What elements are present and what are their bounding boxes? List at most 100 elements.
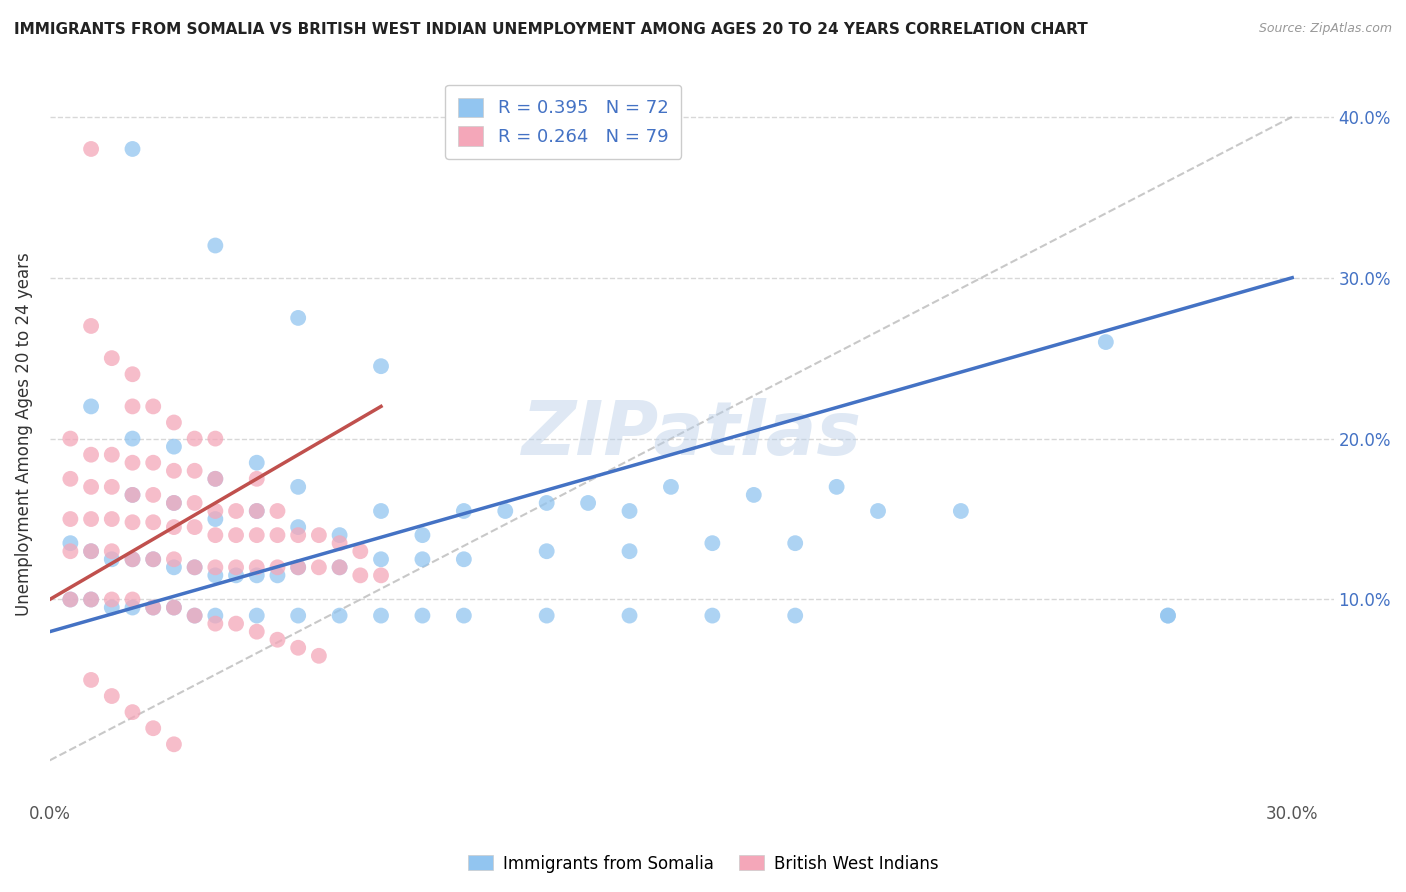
Point xyxy=(142,456,165,470)
Point xyxy=(370,552,392,566)
Point xyxy=(702,536,724,550)
Point xyxy=(266,504,288,518)
Point xyxy=(287,560,309,574)
Point xyxy=(329,560,352,574)
Point xyxy=(121,456,143,470)
Point xyxy=(370,568,392,582)
Point xyxy=(163,416,186,430)
Point xyxy=(163,520,186,534)
Point xyxy=(785,536,807,550)
Point xyxy=(329,608,352,623)
Point xyxy=(183,496,205,510)
Point xyxy=(163,496,186,510)
Point xyxy=(453,552,475,566)
Point xyxy=(349,544,371,558)
Point xyxy=(59,592,82,607)
Text: IMMIGRANTS FROM SOMALIA VS BRITISH WEST INDIAN UNEMPLOYMENT AMONG AGES 20 TO 24 : IMMIGRANTS FROM SOMALIA VS BRITISH WEST … xyxy=(14,22,1088,37)
Text: Source: ZipAtlas.com: Source: ZipAtlas.com xyxy=(1258,22,1392,36)
Point xyxy=(183,520,205,534)
Point xyxy=(183,560,205,574)
Point xyxy=(163,600,186,615)
Point xyxy=(1157,608,1180,623)
Point xyxy=(163,552,186,566)
Point xyxy=(121,488,143,502)
Point xyxy=(266,632,288,647)
Text: ZIPatlas: ZIPatlas xyxy=(522,398,862,471)
Point xyxy=(225,528,247,542)
Point xyxy=(411,608,433,623)
Point xyxy=(1095,334,1118,349)
Point xyxy=(80,673,103,687)
Point xyxy=(702,608,724,623)
Point xyxy=(163,560,186,574)
Point xyxy=(142,552,165,566)
Point xyxy=(80,544,103,558)
Point xyxy=(411,528,433,542)
Point xyxy=(121,400,143,414)
Point xyxy=(204,472,226,486)
Point xyxy=(80,318,103,333)
Point xyxy=(204,568,226,582)
Point xyxy=(101,448,124,462)
Point xyxy=(785,608,807,623)
Point xyxy=(246,560,269,574)
Point xyxy=(204,608,226,623)
Y-axis label: Unemployment Among Ages 20 to 24 years: Unemployment Among Ages 20 to 24 years xyxy=(15,252,32,616)
Point xyxy=(370,504,392,518)
Point xyxy=(349,568,371,582)
Point xyxy=(121,488,143,502)
Point xyxy=(101,480,124,494)
Point xyxy=(101,689,124,703)
Point xyxy=(825,480,848,494)
Point xyxy=(329,536,352,550)
Point xyxy=(163,600,186,615)
Point xyxy=(266,560,288,574)
Point xyxy=(287,640,309,655)
Point xyxy=(536,608,558,623)
Point xyxy=(453,608,475,623)
Point xyxy=(59,544,82,558)
Point xyxy=(329,528,352,542)
Point xyxy=(308,648,330,663)
Point xyxy=(266,528,288,542)
Point xyxy=(536,496,558,510)
Point xyxy=(308,560,330,574)
Point xyxy=(329,560,352,574)
Point xyxy=(59,472,82,486)
Point xyxy=(183,608,205,623)
Point xyxy=(536,544,558,558)
Point xyxy=(121,600,143,615)
Point xyxy=(246,568,269,582)
Point xyxy=(742,488,765,502)
Point xyxy=(225,616,247,631)
Point xyxy=(101,592,124,607)
Point xyxy=(866,504,889,518)
Point xyxy=(246,608,269,623)
Point xyxy=(370,359,392,374)
Point xyxy=(204,616,226,631)
Point xyxy=(619,608,641,623)
Point xyxy=(80,400,103,414)
Point xyxy=(183,464,205,478)
Point xyxy=(142,515,165,529)
Point xyxy=(80,448,103,462)
Point xyxy=(287,520,309,534)
Point xyxy=(80,512,103,526)
Point xyxy=(80,142,103,156)
Legend: Immigrants from Somalia, British West Indians: Immigrants from Somalia, British West In… xyxy=(461,848,945,880)
Point xyxy=(59,592,82,607)
Point xyxy=(225,504,247,518)
Point xyxy=(80,544,103,558)
Point xyxy=(287,480,309,494)
Point xyxy=(121,368,143,382)
Point xyxy=(246,504,269,518)
Point xyxy=(204,504,226,518)
Point xyxy=(142,552,165,566)
Point xyxy=(80,480,103,494)
Point xyxy=(59,432,82,446)
Point xyxy=(163,737,186,751)
Point xyxy=(287,310,309,325)
Point xyxy=(494,504,516,518)
Point xyxy=(101,544,124,558)
Point xyxy=(101,512,124,526)
